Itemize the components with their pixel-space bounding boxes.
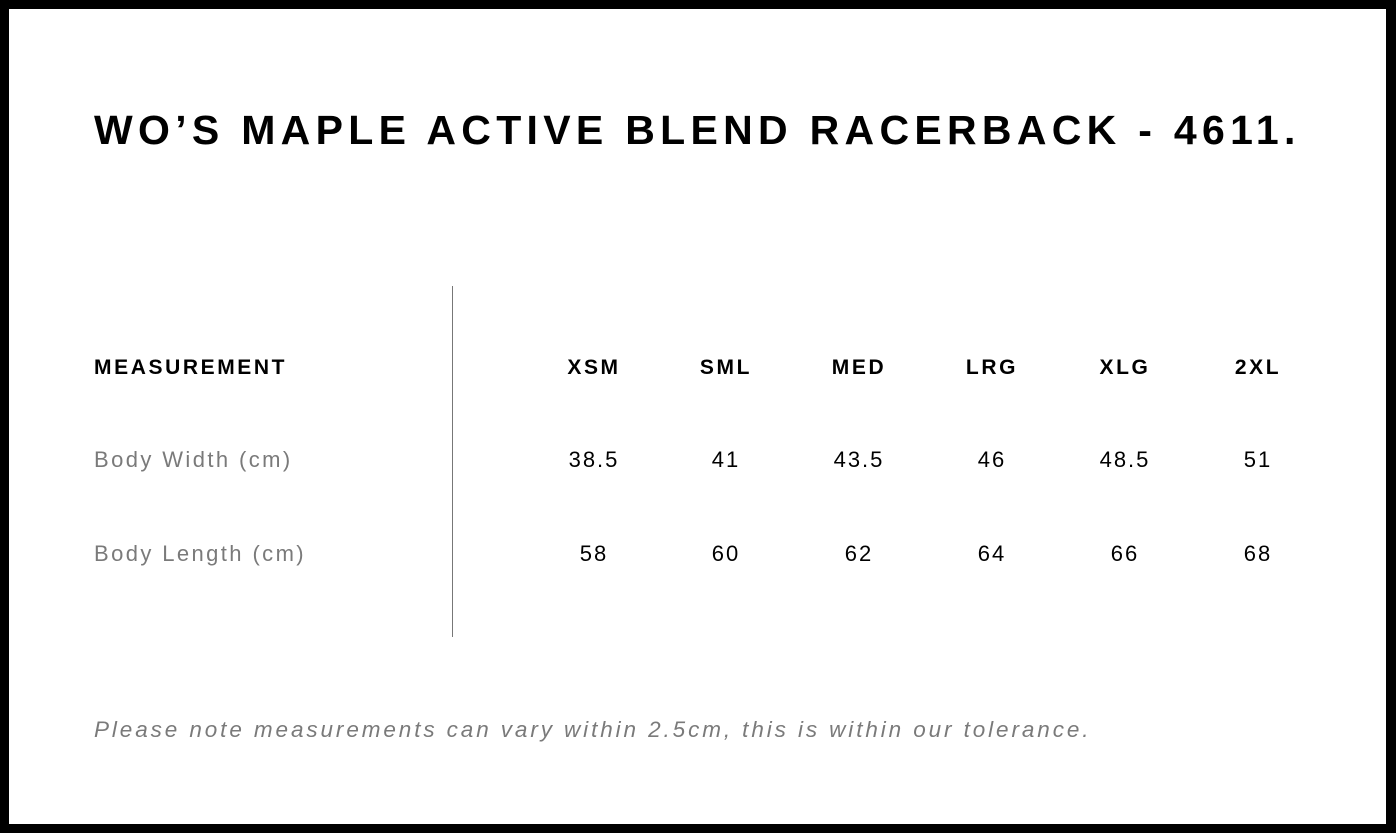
row-label: Body Width (cm) xyxy=(94,447,293,472)
table-cell: 58 xyxy=(579,541,609,566)
table-cell: 48.5 xyxy=(1099,447,1151,472)
size-header-med: MED xyxy=(831,356,887,379)
table-cell: 43.5 xyxy=(833,447,885,472)
table-cell: 60 xyxy=(711,541,741,566)
table-cell: 38.5 xyxy=(568,447,620,472)
size-header-sml: SML xyxy=(699,356,753,379)
table-cell: 64 xyxy=(977,541,1007,566)
page-title: WO’S MAPLE ACTIVE BLEND RACERBACK - 4611… xyxy=(94,107,1301,153)
size-header-xsm: XSM xyxy=(567,356,621,379)
size-header-lrg: LRG xyxy=(965,356,1019,379)
size-header-xlg: XLG xyxy=(1099,356,1151,379)
table-cell: 68 xyxy=(1243,541,1273,566)
table-cell: 51 xyxy=(1243,447,1273,472)
table-cell: 66 xyxy=(1110,541,1140,566)
measurement-header: MEASUREMENT xyxy=(94,356,288,379)
column-divider xyxy=(452,286,453,637)
table-cell: 46 xyxy=(977,447,1007,472)
size-chart-card: WO’S MAPLE ACTIVE BLEND RACERBACK - 4611… xyxy=(9,9,1386,824)
table-cell: 62 xyxy=(844,541,874,566)
row-label: Body Length (cm) xyxy=(94,541,307,566)
tolerance-note: Please note measurements can vary within… xyxy=(94,717,1092,742)
table-cell: 41 xyxy=(711,447,741,472)
size-header-2xl: 2XL xyxy=(1234,356,1282,379)
